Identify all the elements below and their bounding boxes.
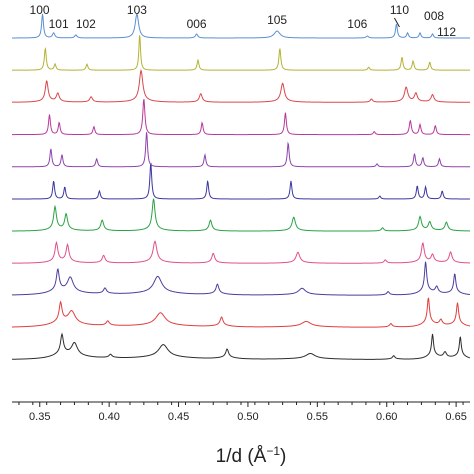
x-axis: 0.35 0.40 0.45 0.50 0.55 0.60 0.65 <box>12 401 470 423</box>
peak-label-110: 110 <box>390 3 409 17</box>
series-line-7 <box>11 198 471 232</box>
series-line-1 <box>12 12 470 39</box>
x-tick-label: 0.55 <box>307 411 328 423</box>
series-line-5 <box>12 132 470 168</box>
x-axis-title: 1/d (Å−1) <box>216 444 287 467</box>
series-line-4 <box>12 98 470 136</box>
x-axis-title-close: ) <box>280 446 286 467</box>
series-layer <box>11 12 471 360</box>
series-line-3 <box>12 68 470 103</box>
peak-label-110-arrow <box>394 17 400 28</box>
x-tick-label: 0.40 <box>98 411 119 423</box>
series-line-11 <box>11 332 471 360</box>
x-axis-title-superscript: −1 <box>266 444 280 458</box>
series-line-2 <box>12 35 471 71</box>
peak-label-006: 006 <box>187 17 207 31</box>
x-tick-label: 0.65 <box>445 411 466 423</box>
peak-label-101: 101 <box>49 17 69 31</box>
peak-label-008: 008 <box>424 9 444 23</box>
peak-label-112: 112 <box>437 25 456 39</box>
x-axis-title-main: 1/d (Å <box>216 446 267 467</box>
x-tick-label: 0.50 <box>237 411 258 423</box>
x-tick-label: 0.35 <box>29 411 50 423</box>
series-line-6 <box>12 162 470 200</box>
series-line-9 <box>11 261 471 296</box>
peak-label-105: 105 <box>267 13 287 27</box>
peak-label-106: 106 <box>347 17 367 31</box>
series-line-10 <box>11 297 471 328</box>
peak-label-102: 102 <box>76 17 96 31</box>
x-tick-label: 0.60 <box>376 411 397 423</box>
series-line-8 <box>12 240 471 264</box>
peak-label-100: 100 <box>30 3 50 17</box>
x-tick-label: 0.45 <box>168 411 189 423</box>
peak-label-103: 103 <box>127 3 147 17</box>
